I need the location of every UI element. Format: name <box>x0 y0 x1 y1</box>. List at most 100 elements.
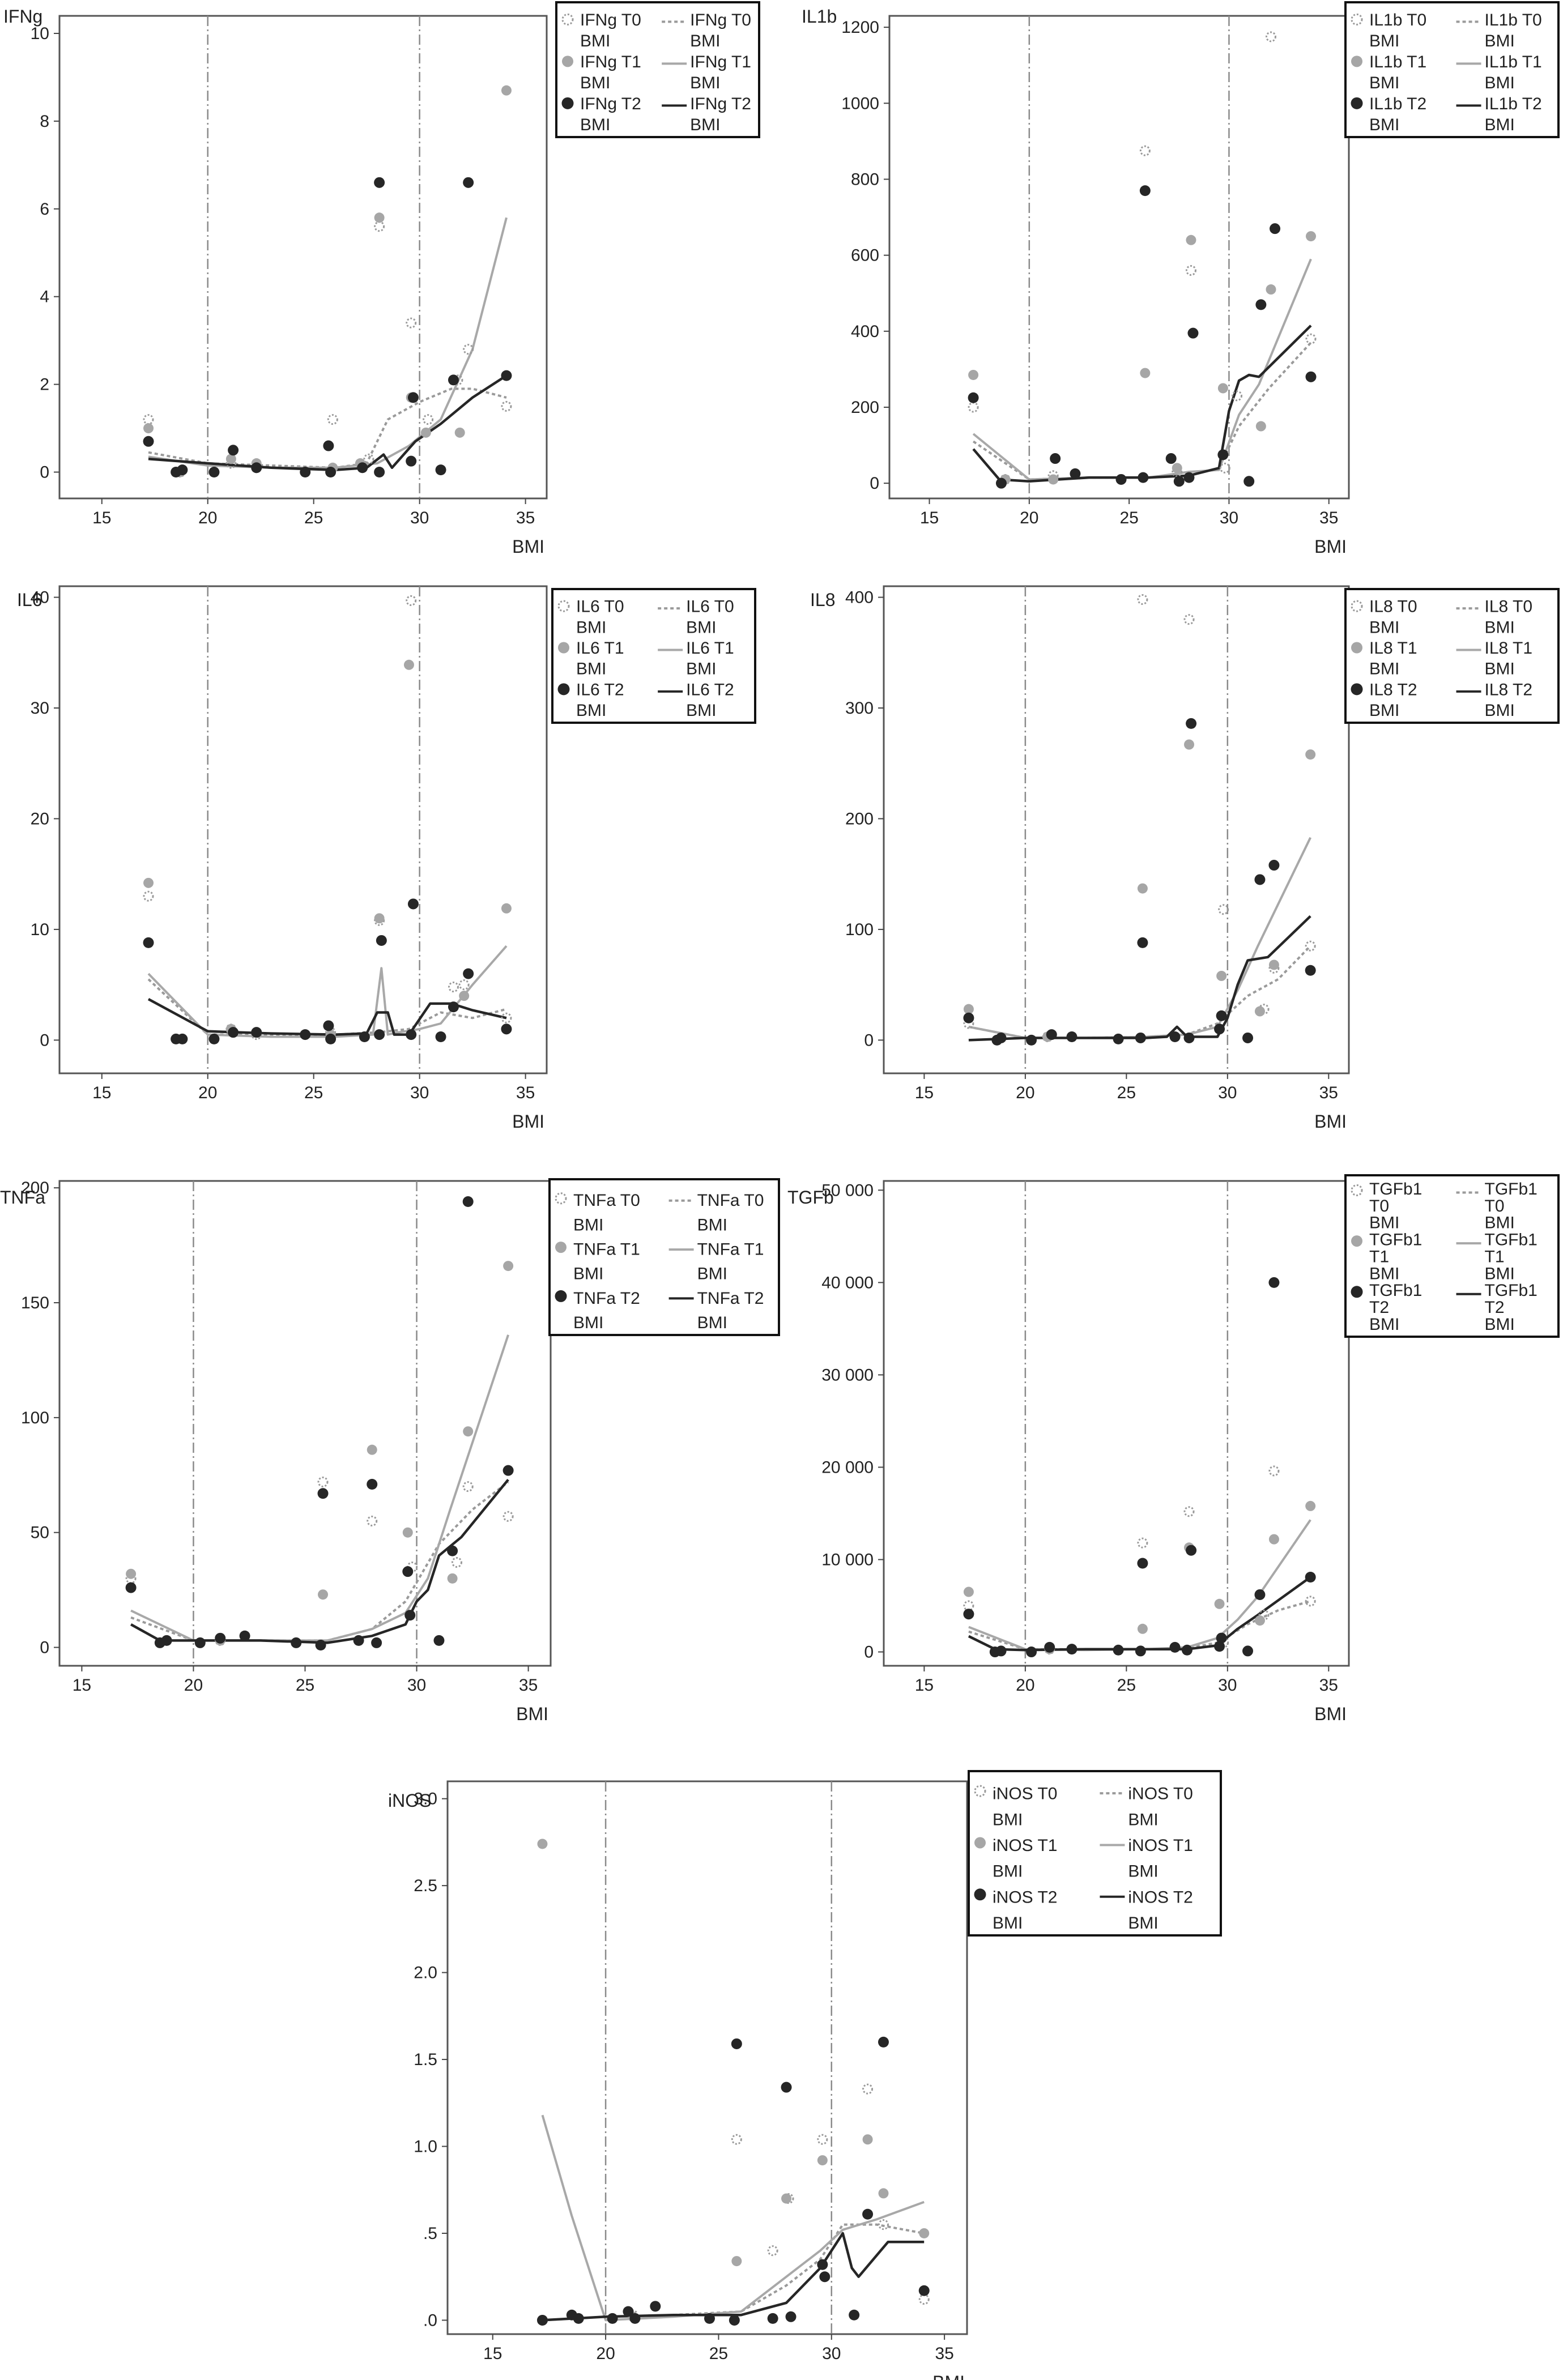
data-point-il6-t0 <box>501 1012 512 1023</box>
data-point-ifng-t2 <box>406 455 417 467</box>
data-point-tnfa-t2 <box>404 1610 416 1621</box>
legend-label: BMI <box>576 701 606 720</box>
data-point-tnfa-t2 <box>194 1637 206 1648</box>
plot-frame <box>58 1180 552 1667</box>
y-tick-label: 0 <box>40 1639 49 1657</box>
legend-label: BMI <box>1485 1315 1515 1334</box>
data-point-il8-t1 <box>1254 1006 1265 1017</box>
y-tick-label: 200 <box>851 398 879 417</box>
legend-marker-t1 <box>558 642 569 654</box>
data-point-ifng-t2 <box>300 467 311 478</box>
data-point-il1b-t2 <box>1173 476 1185 487</box>
data-point-inos-t2 <box>573 2313 584 2324</box>
legend-label: IL8 T1 <box>1485 639 1533 658</box>
fit-line-inos-t1 <box>541 2114 925 2322</box>
data-point-il1b-t2 <box>1243 476 1255 487</box>
data-point-tgfb1-t2 <box>1305 1571 1316 1583</box>
fit-line-il6-t1 <box>147 945 508 1038</box>
legend-label: TNFa T0 <box>573 1191 640 1210</box>
data-point-tgfb1-t2 <box>1066 1644 1078 1655</box>
data-point-il1b-t2 <box>968 392 979 403</box>
data-point-il1b-t2 <box>1165 453 1177 464</box>
legend-label: BMI <box>690 74 720 92</box>
data-point-tgfb1-t1 <box>1305 1500 1316 1511</box>
data-point-il8-t1 <box>1184 739 1195 750</box>
data-point-tnfa-t2 <box>502 1465 514 1476</box>
data-point-il6-t2 <box>251 1027 262 1038</box>
legend-marker-t0 <box>1351 1184 1363 1196</box>
legend-marker-t2 <box>555 1290 567 1302</box>
data-point-il8-t2 <box>1305 965 1316 976</box>
plot-frame <box>883 1180 1350 1667</box>
data-point-tgfb1-t2 <box>1044 1641 1055 1653</box>
legend-label: IFNg T0 <box>690 11 751 29</box>
data-point-il6-t1 <box>374 913 385 924</box>
legend-marker-t0 <box>1351 13 1363 25</box>
legend-label: BMI <box>1128 1862 1158 1881</box>
legend-label: TGFb1 <box>1369 1281 1422 1300</box>
data-point-tgfb1-t2 <box>1254 1589 1266 1600</box>
legend-box <box>548 1178 780 1336</box>
data-point-ifng-t2 <box>143 436 154 447</box>
data-point-tgfb1-t2 <box>963 1609 974 1620</box>
y-axis-label: IFNg <box>3 6 42 27</box>
legend-marker-t1 <box>1351 642 1362 654</box>
x-axis-label: BMI <box>512 536 544 557</box>
data-point-il8-t1 <box>1137 883 1148 894</box>
data-point-il8-t2 <box>1254 874 1266 885</box>
legend: TNFa T0 TNFa T0 BMI BMI TNFa T1 TNFa T1 BMI BMI… <box>548 1178 780 1336</box>
x-tick-label: 35 <box>1319 509 1338 527</box>
data-point-tgfb1-t1 <box>1268 1534 1279 1545</box>
data-point-inos-t2 <box>536 2314 548 2326</box>
data-point-il6-t2 <box>325 1033 337 1044</box>
data-point-tgfb1-t2 <box>1186 1545 1197 1556</box>
data-point-tgfb1-t2 <box>1242 1645 1254 1657</box>
legend: IL1b T0 IL1b T0 BMI BMI IL1b T1 IL1b T1 BMI BMI… <box>1344 1 1560 138</box>
data-point-inos-t2 <box>819 2271 831 2283</box>
data-point-ifng-t1 <box>225 454 236 464</box>
data-point-ifng-t1 <box>374 212 385 223</box>
data-point-tnfa-t2 <box>433 1635 445 1646</box>
data-point-il6-t2 <box>300 1029 311 1040</box>
data-point-inos-t2 <box>650 2301 661 2312</box>
data-point-il6-t2 <box>501 1023 512 1035</box>
data-point-il1b-t1 <box>1217 383 1228 394</box>
data-point-ifng-t0 <box>423 414 434 425</box>
legend-label: IL1b T1 <box>1485 53 1542 71</box>
legend-label: BMI <box>1369 660 1399 679</box>
y-tick-label: 30 <box>31 699 49 718</box>
y-tick-label: 40 000 <box>821 1273 874 1292</box>
data-point-ifng-t1 <box>420 427 431 438</box>
y-axis-label: IL8 <box>810 590 835 610</box>
data-point-ifng-t2 <box>407 392 419 403</box>
data-point-ifng-t0 <box>406 317 417 329</box>
data-point-inos-t0 <box>862 2083 874 2095</box>
legend-label: BMI <box>1485 116 1515 134</box>
y-tick-label: 6 <box>40 200 49 219</box>
legend-label: BMI <box>1485 618 1515 637</box>
data-point-il6-t2 <box>406 1029 417 1040</box>
x-tick-label: 25 <box>304 509 323 527</box>
data-point-il1b-t2 <box>1183 472 1195 483</box>
y-tick-label: 10 <box>31 920 49 939</box>
legend-label: IL8 T2 <box>1485 680 1533 699</box>
data-point-il8-t2 <box>1135 1032 1146 1043</box>
x-tick-label: 20 <box>1016 1084 1034 1102</box>
data-point-tgfb1-t2 <box>1268 1277 1280 1288</box>
data-point-il1b-t0 <box>1305 333 1317 344</box>
data-point-il8-t2 <box>1242 1032 1254 1043</box>
legend-box <box>1344 1 1560 138</box>
data-point-tgfb1-t1 <box>963 1586 974 1597</box>
legend-marker-t1 <box>974 1837 986 1849</box>
data-point-tnfa-t2 <box>239 1630 250 1641</box>
x-axis-label: BMI <box>516 1704 548 1724</box>
x-tick-label: 15 <box>73 1676 91 1695</box>
data-point-il8-t0 <box>1137 594 1148 605</box>
data-point-ifng-t2 <box>374 177 385 188</box>
x-axis-label: BMI <box>1314 1111 1347 1132</box>
y-tick-label: 400 <box>851 322 879 341</box>
data-point-tnfa-t2 <box>371 1637 382 1648</box>
data-point-il6-t2 <box>435 1031 446 1042</box>
data-point-il8-t2 <box>1137 937 1148 948</box>
y-tick-label: 30 000 <box>821 1366 874 1384</box>
